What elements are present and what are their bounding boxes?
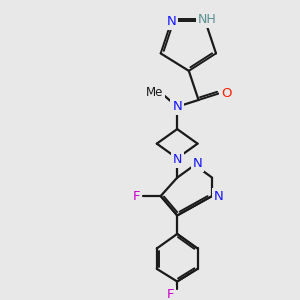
Text: Me: Me	[146, 86, 164, 99]
Text: F: F	[167, 288, 174, 300]
Text: NH: NH	[198, 13, 217, 26]
Text: N: N	[193, 157, 202, 169]
Text: N: N	[167, 15, 176, 28]
Text: N: N	[172, 100, 182, 113]
Text: F: F	[133, 190, 140, 202]
Text: N: N	[172, 153, 182, 166]
Text: N: N	[214, 190, 224, 202]
Text: O: O	[221, 87, 232, 100]
